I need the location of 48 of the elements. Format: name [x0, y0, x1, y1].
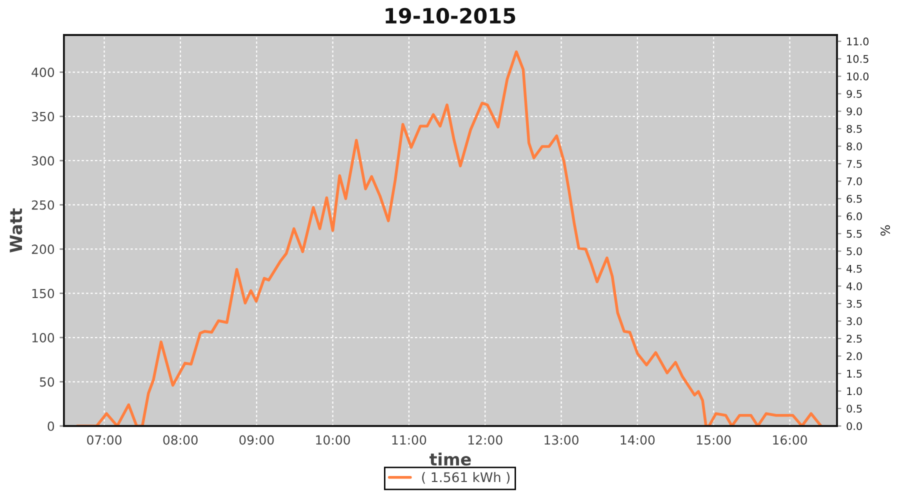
y2-tick-label: 7.5 — [846, 160, 862, 168]
y-tick-label: 0 — [48, 421, 54, 431]
x-tick-label: 11:00 — [392, 435, 426, 445]
y2-tick-label: 5.0 — [846, 247, 862, 256]
x-tick-label: 13:00 — [544, 435, 578, 445]
y2-axis-title: % — [880, 225, 890, 236]
y2-tick-label: 9.5 — [846, 90, 862, 98]
y2-tick-label: 8.0 — [846, 142, 862, 150]
y-tick-label: 100 — [32, 333, 54, 342]
y2-tick-label: 3.5 — [846, 300, 862, 308]
x-tick-label: 12:00 — [468, 435, 502, 445]
y2-tick-label: 2.5 — [846, 334, 862, 343]
y-tick-label: 200 — [32, 244, 54, 254]
y2-tick-label: 1.0 — [847, 387, 862, 396]
y2-tick-label: 6.0 — [846, 212, 862, 220]
y2-tick-label: 5.5 — [846, 230, 862, 238]
y2-tick-label: 0.0 — [846, 422, 862, 430]
legend-label: ( 1.561 kWh ) — [422, 472, 510, 484]
y2-tick-label: 4.5 — [846, 264, 862, 273]
y2-tick-label: 3.0 — [846, 317, 862, 326]
y2-tick-label: 10.5 — [847, 55, 868, 63]
x-tick-label: 16:00 — [773, 435, 807, 445]
y2-tick-label: 2.0 — [846, 352, 862, 360]
y2-tick-label: 0.5 — [846, 404, 862, 413]
x-axis-title: time — [429, 452, 471, 466]
line-series — [76, 50, 822, 426]
y-tick-label: 150 — [32, 288, 54, 298]
x-tick-label: 15:00 — [696, 435, 731, 445]
x-tick-label: 07:00 — [87, 435, 122, 445]
y-tick-label: 250 — [32, 200, 54, 210]
chart-title: 19-10-2015 — [386, 8, 516, 24]
y2-tick-label: 11.0 — [847, 38, 869, 46]
y2-tick-label: 1.5 — [847, 370, 862, 378]
y-tick-label: 300 — [32, 156, 54, 166]
x-tick-label: 14:00 — [620, 435, 655, 445]
x-tick-label: 09:00 — [239, 435, 274, 445]
y2-tick-label: 8.5 — [846, 124, 862, 133]
y-tick-label: 50 — [40, 377, 54, 387]
x-tick-label: 10:00 — [316, 435, 350, 445]
y-tick-label: 400 — [32, 68, 54, 78]
y2-tick-label: 7.0 — [846, 177, 862, 186]
y2-tick-label: 4.0 — [846, 282, 862, 290]
y2-tick-label: 10.0 — [847, 72, 869, 80]
y2-tick-label: 6.5 — [846, 194, 862, 203]
y2-tick-label: 9.0 — [846, 107, 862, 116]
x-tick-label: 08:00 — [163, 435, 198, 445]
y-tick-label: 350 — [32, 112, 54, 122]
y-axis-title: Watt — [10, 208, 22, 252]
